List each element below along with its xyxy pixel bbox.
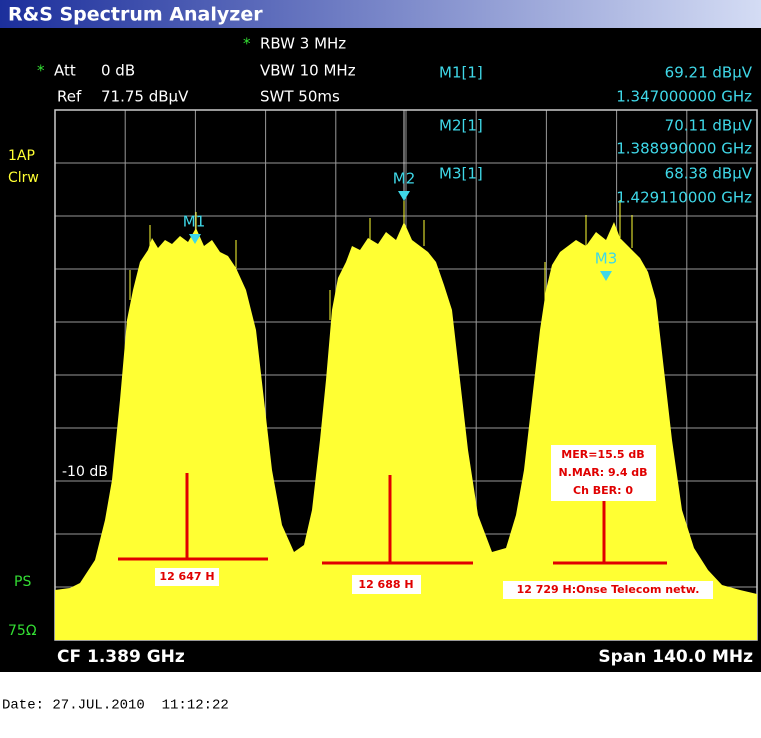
level-line-label: -10 dB xyxy=(62,464,108,480)
annotation-box xyxy=(551,445,656,501)
star: * xyxy=(243,35,251,53)
channel-label: 12 647 H xyxy=(159,570,214,583)
marker-triangle xyxy=(398,191,410,201)
swt: SWT 50ms xyxy=(260,88,340,106)
ref: Ref xyxy=(57,88,82,106)
spectrum-trace xyxy=(55,222,757,640)
marker-name: M3[1] xyxy=(439,165,483,183)
annotation-box xyxy=(503,581,713,599)
channel-label: 12 729 H:Onse Telecom netw. xyxy=(517,583,700,596)
marker-name: M1[1] xyxy=(439,64,483,82)
annotation-lines xyxy=(118,473,667,565)
marker-triangle xyxy=(189,234,201,244)
preselector: PS xyxy=(14,574,31,590)
title-bar xyxy=(0,0,761,28)
marker-level: 70.11 dBµV xyxy=(665,117,753,135)
detector: 1AP xyxy=(8,148,35,164)
trace-mode: Clrw xyxy=(8,170,39,186)
star: * xyxy=(37,62,45,80)
marker-frequency: 1.429110000 GHz xyxy=(616,189,752,207)
mer: MER=15.5 dB xyxy=(561,448,644,461)
marker-label: M1 xyxy=(183,213,206,231)
span: Span 140.0 MHz xyxy=(598,647,753,667)
vbw: VBW 10 MHz xyxy=(260,62,356,80)
marker-level: 69.21 dBµV xyxy=(665,64,753,82)
impedance: 75Ω xyxy=(8,623,37,639)
marker-name: M2[1] xyxy=(439,117,483,135)
title: R&S Spectrum Analyzer xyxy=(8,4,263,26)
att-value: 0 dB xyxy=(101,62,135,80)
marker-label: M2 xyxy=(393,170,416,188)
att: Att xyxy=(54,62,76,80)
ber: Ch BER: 0 xyxy=(573,484,633,497)
date: Date: 27.JUL.2010 11:12:22 xyxy=(2,698,229,714)
rbw: RBW 3 MHz xyxy=(260,35,346,53)
center-frequency: CF 1.389 GHz xyxy=(57,647,185,667)
nmar: N.MAR: 9.4 dB xyxy=(558,466,647,479)
marker-triangle xyxy=(600,271,612,281)
marker-level: 68.38 dBµV xyxy=(665,165,753,183)
spectrum-spikes xyxy=(129,200,633,320)
marker-frequency: 1.388990000 GHz xyxy=(616,140,752,158)
annotation-box xyxy=(352,575,421,594)
ref-value: 71.75 dBµV xyxy=(101,88,189,106)
annotation-box xyxy=(155,568,219,586)
channel-label: 12 688 H xyxy=(358,578,413,591)
marker-label: M3 xyxy=(595,250,618,268)
marker-frequency: 1.347000000 GHz xyxy=(616,88,752,106)
